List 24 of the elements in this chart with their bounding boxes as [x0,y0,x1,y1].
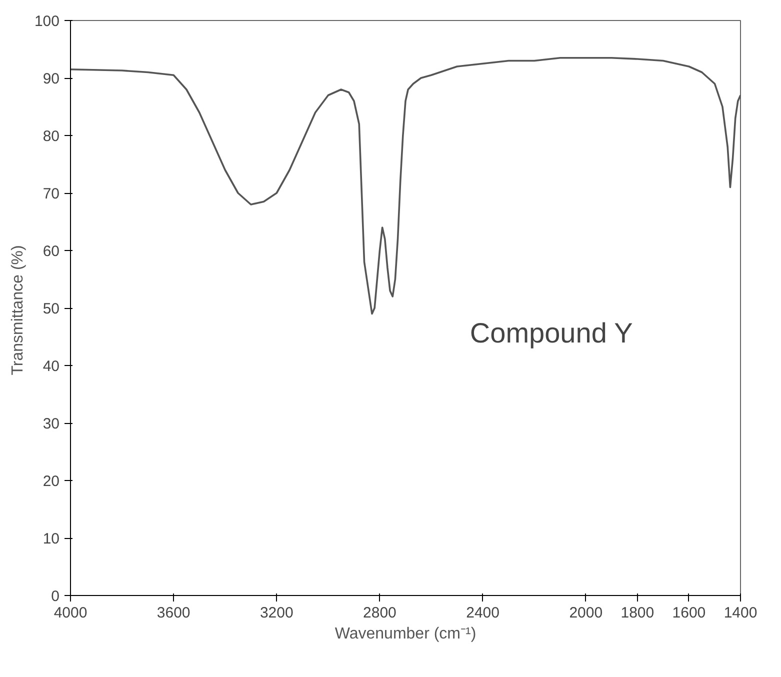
y-axis-title: Transmittance (%) [9,245,26,376]
y-tick-label: 20 [42,473,60,490]
x-tick-label: 3600 [156,604,190,622]
x-tick-label: 4000 [54,604,88,622]
x-tick-label: 2400 [466,604,500,622]
y-tick-label: 30 [42,416,60,432]
x-tick-label: 1400 [724,604,758,622]
x-tick-label: 1600 [672,604,706,622]
y-tick-label: 90 [42,70,60,88]
y-tick-label: 50 [42,300,60,318]
line-series [70,56,740,315]
x-tick-label: 3200 [260,604,294,622]
y-tick-label: 0 [51,588,60,605]
annotation: Compound Y [470,317,634,348]
y-tick-label: 100 [34,13,60,30]
y-tick-label: 40 [42,358,60,375]
x-tick-label: 1800 [620,604,654,622]
x-axis-title: Wavenumber (cm⁻¹) [334,626,476,642]
y-tick-label: 70 [42,186,60,202]
x-tick-label: 2000 [569,604,603,622]
y-tick-label: 10 [42,530,60,548]
x-tick-label: 2800 [363,604,396,622]
y-tick-label: 60 [42,243,60,260]
y-tick-label: 80 [42,128,60,145]
